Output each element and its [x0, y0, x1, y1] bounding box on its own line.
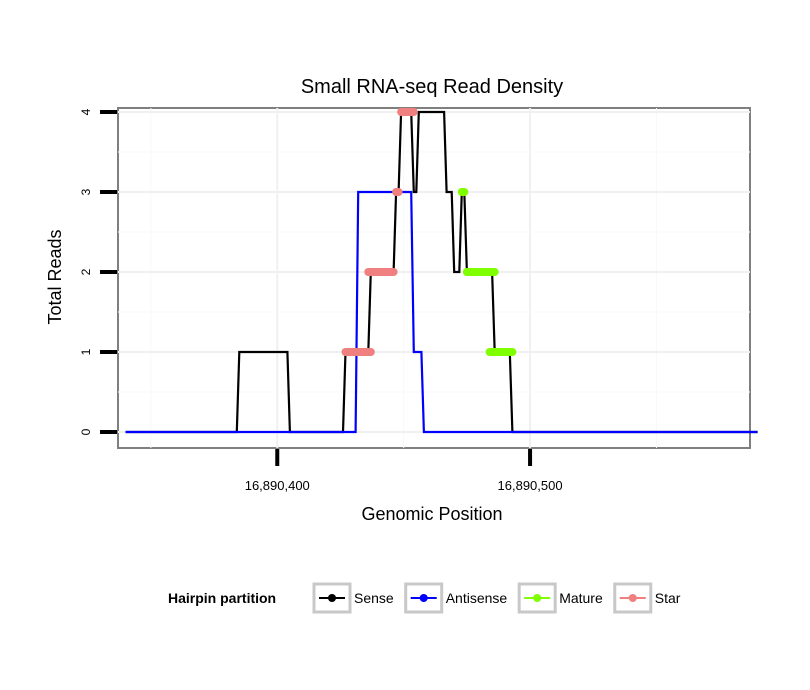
- legend-title: Hairpin partition: [168, 590, 276, 606]
- plot-area: [117, 107, 758, 449]
- x-tick-label: 16,890,500: [498, 478, 563, 493]
- legend-dot-star: [628, 594, 637, 602]
- chart-title: Small RNA-seq Read Density: [301, 76, 563, 98]
- legend: Hairpin partition Sense Antisense Mature St…: [168, 582, 681, 614]
- plot-panel: [117, 107, 751, 449]
- highlight-segments: [341, 108, 517, 356]
- legend-dot-sense: [328, 594, 336, 602]
- series-line-antisense: [125, 190, 758, 434]
- legend-dot-mature: [533, 594, 542, 602]
- legend-label-mature: Mature: [559, 590, 603, 606]
- y-axis-label: Total Reads: [45, 229, 65, 324]
- y-tick-label: 3: [79, 188, 93, 195]
- y-tick-label: 4: [79, 108, 93, 115]
- legend-label-antisense: Antisense: [446, 590, 508, 606]
- y-tick-label: 1: [79, 348, 93, 355]
- legend-label-sense: Sense: [354, 590, 394, 606]
- y-axis: 0 1 2 3 4: [79, 108, 117, 435]
- x-axis: 16,890,400 16,890,500: [245, 449, 563, 493]
- y-tick-label: 2: [79, 268, 93, 275]
- y-tick-label: 0: [79, 428, 93, 435]
- x-tick-label: 16,890,400: [245, 478, 310, 493]
- legend-dot-antisense: [419, 594, 428, 602]
- x-axis-label: Genomic Position: [361, 504, 502, 524]
- legend-label-star: Star: [655, 590, 681, 606]
